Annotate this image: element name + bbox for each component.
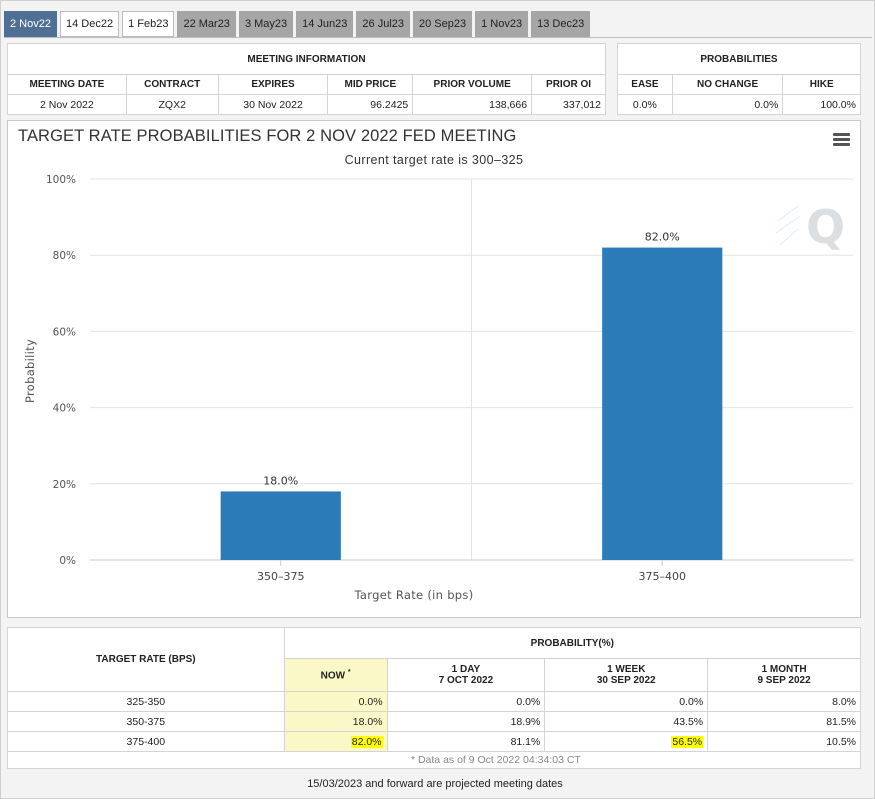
- bar-data-label: 18.0%: [263, 474, 298, 487]
- rate-cell: 375-400: [7, 731, 285, 752]
- day-cell: 81.1%: [386, 731, 546, 752]
- table-row: 375-400 82.0% 81.1% 56.5% 10.5%: [7, 731, 861, 752]
- projected-dates-note: 15/03/2023 and forward are projected mee…: [307, 778, 563, 790]
- table-row: 350-375 18.0% 18.9% 43.5% 81.5%: [7, 711, 861, 732]
- month-cell: 10.5%: [707, 731, 861, 752]
- highlighted-value: 56.5%: [671, 735, 704, 748]
- col-1-day-line1: 1 DAY: [451, 664, 481, 675]
- week-cell: 43.5%: [544, 711, 709, 732]
- svg-text:Q: Q: [806, 200, 845, 254]
- col-now: NOW *: [283, 658, 388, 692]
- y-tick-label: 20%: [53, 479, 76, 491]
- col-1-week-line2: 30 SEP 2022: [596, 675, 656, 686]
- chart-svg: Q 0% 20% 40% 60% 80% 100% 18.0% 350–375 82.0% 37…: [23, 174, 853, 602]
- col-1-week: 1 WEEK 30 SEP 2022: [544, 658, 709, 692]
- rate-cell: 325-350: [7, 691, 285, 712]
- table-row: 325-350 0.0% 0.0% 0.0% 8.0%: [7, 691, 861, 712]
- col-no-change: NO CHANGE: [671, 74, 784, 95]
- x-tick-label: 350–375: [257, 570, 305, 583]
- now-cell: 82.0%: [283, 731, 388, 752]
- probabilities-title: PROBABILITIES: [617, 43, 861, 75]
- tab-1-feb23[interactable]: 1 Feb23: [122, 11, 175, 37]
- bar[interactable]: [220, 491, 341, 560]
- prior-oi-value: 337,012: [531, 94, 606, 115]
- highlighted-value: 82.0%: [350, 735, 383, 748]
- prior-volume-value: 138,666: [412, 94, 533, 115]
- month-cell: 81.5%: [707, 711, 861, 732]
- col-hike: HIKE: [782, 74, 861, 95]
- col-mid-price: MID PRICE: [327, 74, 414, 95]
- x-axis-title: Target Rate (in bps): [354, 588, 474, 602]
- target-rate-header: TARGET RATE (BPS): [7, 627, 285, 692]
- probability-group-header: PROBABILITY(%): [283, 627, 862, 659]
- chart-subtitle: Current target rate is 300–325: [344, 153, 524, 167]
- data-as-of-note: * Data as of 9 Oct 2022 04:34:03 CT: [284, 751, 708, 769]
- mid-price-value: 96.2425: [327, 94, 414, 115]
- meeting-tabs: 2 Nov22 14 Dec22 1 Feb23 22 Mar23 3 May2…: [4, 11, 593, 37]
- col-meeting-date: MEETING DATE: [7, 74, 127, 95]
- col-ease: EASE: [617, 74, 673, 95]
- col-1-month: 1 MONTH 9 SEP 2022: [707, 658, 861, 692]
- tab-14-jun23[interactable]: 14 Jun23: [296, 11, 354, 37]
- no-change-value: 0.0%: [671, 94, 784, 115]
- rate-cell: 350-375: [7, 711, 285, 732]
- tab-divider: [4, 37, 872, 38]
- x-tick-label: 375–400: [639, 570, 687, 583]
- tab-2-nov22[interactable]: 2 Nov22: [4, 11, 57, 37]
- y-tick-label: 80%: [53, 250, 76, 262]
- meeting-info-title: MEETING INFORMATION: [7, 43, 606, 75]
- contract-value: ZQX2: [125, 94, 219, 115]
- month-cell: 8.0%: [707, 691, 861, 712]
- ease-value: 0.0%: [617, 94, 673, 115]
- y-tick-label: 100%: [46, 174, 76, 186]
- col-contract: CONTRACT: [125, 74, 219, 95]
- col-prior-oi: PRIOR OI: [531, 74, 606, 95]
- col-prior-volume: PRIOR VOLUME: [412, 74, 533, 95]
- tab-3-may23[interactable]: 3 May23: [238, 11, 294, 37]
- now-cell: 0.0%: [283, 691, 388, 712]
- now-cell: 18.0%: [283, 711, 388, 732]
- col-1-month-line2: 9 SEP 2022: [757, 675, 811, 686]
- bar[interactable]: [602, 247, 723, 560]
- tab-22-mar23[interactable]: 22 Mar23: [177, 11, 236, 37]
- col-1-day-line2: 7 OCT 2022: [438, 675, 494, 686]
- tab-14-dec22[interactable]: 14 Dec22: [59, 11, 120, 37]
- probabilities-table: PROBABILITIES EASE NO CHANGE HIKE 0.0% 0…: [617, 43, 861, 115]
- meeting-info-table: MEETING INFORMATION MEETING DATE CONTRAC…: [7, 43, 606, 115]
- chart-panel: TARGET RATE PROBABILITIES FOR 2 NOV 2022…: [7, 120, 861, 618]
- col-1-week-line1: 1 WEEK: [607, 664, 646, 675]
- tab-26-jul23[interactable]: 26 Jul23: [356, 11, 410, 37]
- day-cell: 18.9%: [386, 711, 546, 732]
- week-cell: 0.0%: [544, 691, 709, 712]
- col-now-note-mark: *: [347, 668, 351, 676]
- watermark-q-icon: Q: [775, 200, 845, 254]
- week-cell: 56.5%: [544, 731, 709, 752]
- y-tick-label: 40%: [53, 403, 76, 415]
- tab-13-dec23[interactable]: 13 Dec23: [531, 11, 591, 37]
- tab-1-nov23[interactable]: 1 Nov23: [475, 11, 529, 37]
- y-axis-title: Probability: [23, 339, 37, 403]
- col-1-month-line1: 1 MONTH: [761, 664, 807, 675]
- bar-data-label: 82.0%: [645, 231, 680, 244]
- col-1-day: 1 DAY 7 OCT 2022: [386, 658, 546, 692]
- col-expires: EXPIRES: [217, 74, 329, 95]
- col-now-label: NOW: [320, 670, 346, 682]
- probability-table: TARGET RATE (BPS) PROBABILITY(%) NOW * 1…: [7, 627, 862, 769]
- tab-20-sep23[interactable]: 20 Sep23: [413, 11, 473, 37]
- chart-title: TARGET RATE PROBABILITIES FOR 2 NOV 2022…: [18, 127, 517, 145]
- y-tick-label: 60%: [53, 326, 76, 338]
- expires-value: 30 Nov 2022: [217, 94, 329, 115]
- meeting-date-value: 2 Nov 2022: [7, 94, 127, 115]
- day-cell: 0.0%: [386, 691, 546, 712]
- y-tick-label: 0%: [59, 555, 76, 567]
- chart-menu-icon[interactable]: [833, 133, 850, 147]
- hike-value: 100.0%: [782, 94, 861, 115]
